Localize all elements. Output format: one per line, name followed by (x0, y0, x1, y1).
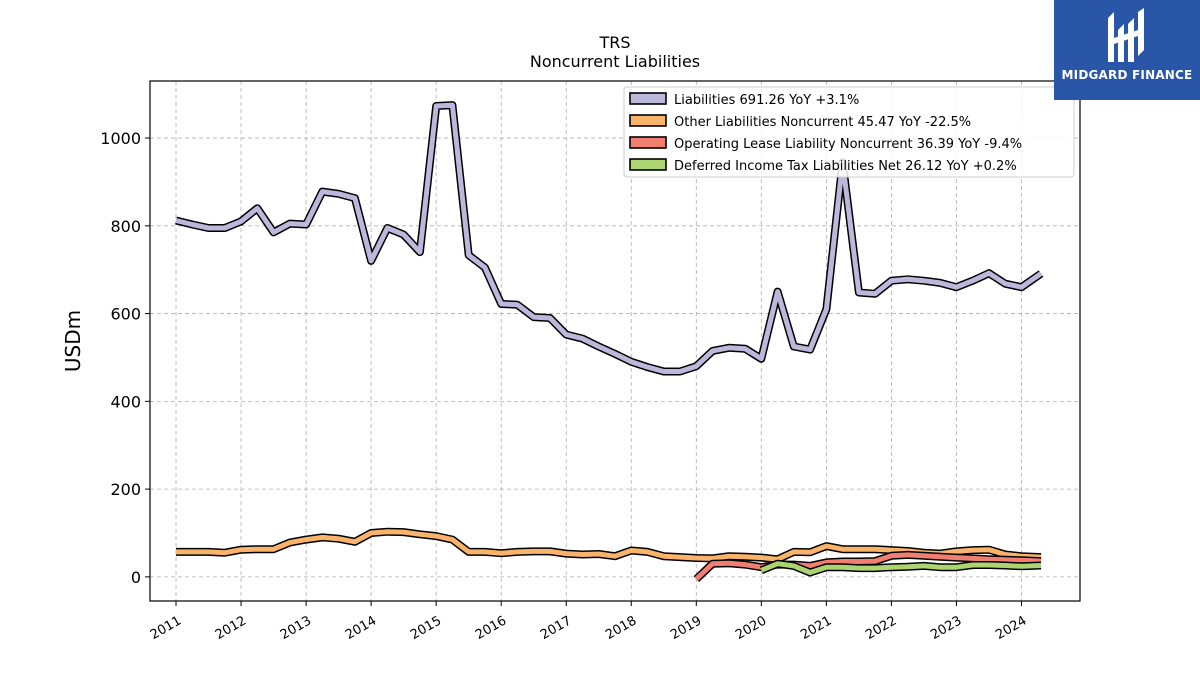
legend-item: Deferred Income Tax Liabilities Net 26.1… (629, 158, 1017, 174)
plot-frame (149, 80, 1081, 602)
x-tick-label: 2014 (343, 613, 379, 643)
series-liabilities (175, 101, 1044, 376)
series-line (694, 552, 1042, 581)
y-tick-label: 1000 (100, 129, 141, 148)
chart-subtitle: Noncurrent Liabilities (530, 52, 700, 71)
x-tick-label: 2024 (993, 613, 1029, 643)
x-tick-label: 2015 (408, 613, 444, 643)
x-tick-label: 2022 (863, 613, 899, 643)
series-deferred-income-tax-liabilities-net (759, 559, 1042, 577)
x-tick-label: 2011 (148, 613, 184, 643)
legend-item: Operating Lease Liability Noncurrent 36.… (629, 136, 1022, 152)
x-tick-label: 2012 (213, 613, 249, 643)
legend-item: Other Liabilities Noncurrent 45.47 YoY -… (629, 114, 971, 130)
x-tick-label: 2021 (798, 613, 834, 643)
series-lines (175, 101, 1044, 583)
brand-name: MIDGARD FINANCE (1061, 68, 1193, 82)
x-axis: 2011 2012 2013 2014 2015 2016 2017 2018 2019 2020… (148, 601, 1029, 643)
chart-title: TRS (598, 33, 630, 52)
series-line (175, 102, 1043, 374)
legend-label: Liabilities 691.26 YoY +3.1% (674, 93, 859, 108)
series-other-liabilities-noncurrent (176, 527, 1042, 564)
legend-swatch (629, 114, 667, 127)
y-tick-label: 0 (131, 568, 141, 587)
legend-label: Operating Lease Liability Noncurrent 36.… (674, 137, 1022, 152)
legend-swatch (629, 92, 667, 105)
series-line (176, 529, 1042, 562)
x-tick-label: 2013 (278, 613, 314, 643)
y-tick-label: 200 (110, 480, 141, 499)
y-axis: 0 200 400 600 800 1000 (100, 129, 150, 587)
midgard-logo-icon (1108, 8, 1144, 62)
x-tick-label: 2020 (733, 613, 769, 643)
legend-item: Liabilities 691.26 YoY +3.1% (629, 92, 859, 108)
x-tick-label: 2016 (473, 613, 509, 643)
series-operating-lease-liability-noncurrent (693, 550, 1042, 583)
series-line (760, 561, 1042, 575)
legend-swatch (629, 158, 667, 171)
y-tick-label: 600 (110, 305, 141, 324)
x-tick-label: 2023 (928, 613, 964, 643)
y-tick-label: 800 (110, 217, 141, 236)
x-tick-label: 2018 (603, 613, 639, 643)
x-tick-label: 2017 (538, 613, 574, 643)
x-tick-label: 2019 (668, 613, 704, 643)
y-tick-label: 400 (110, 392, 141, 411)
legend-swatch (629, 136, 667, 149)
legend-label: Other Liabilities Noncurrent 45.47 YoY -… (674, 115, 971, 130)
y-axis-label: USDm (61, 310, 85, 372)
legend: Liabilities 691.26 YoY +3.1% Other Liabil… (623, 86, 1075, 178)
legend-label: Deferred Income Tax Liabilities Net 26.1… (674, 159, 1017, 174)
brand-logo: MIDGARD FINANCE (1054, 0, 1200, 100)
legend-box (623, 86, 1075, 178)
